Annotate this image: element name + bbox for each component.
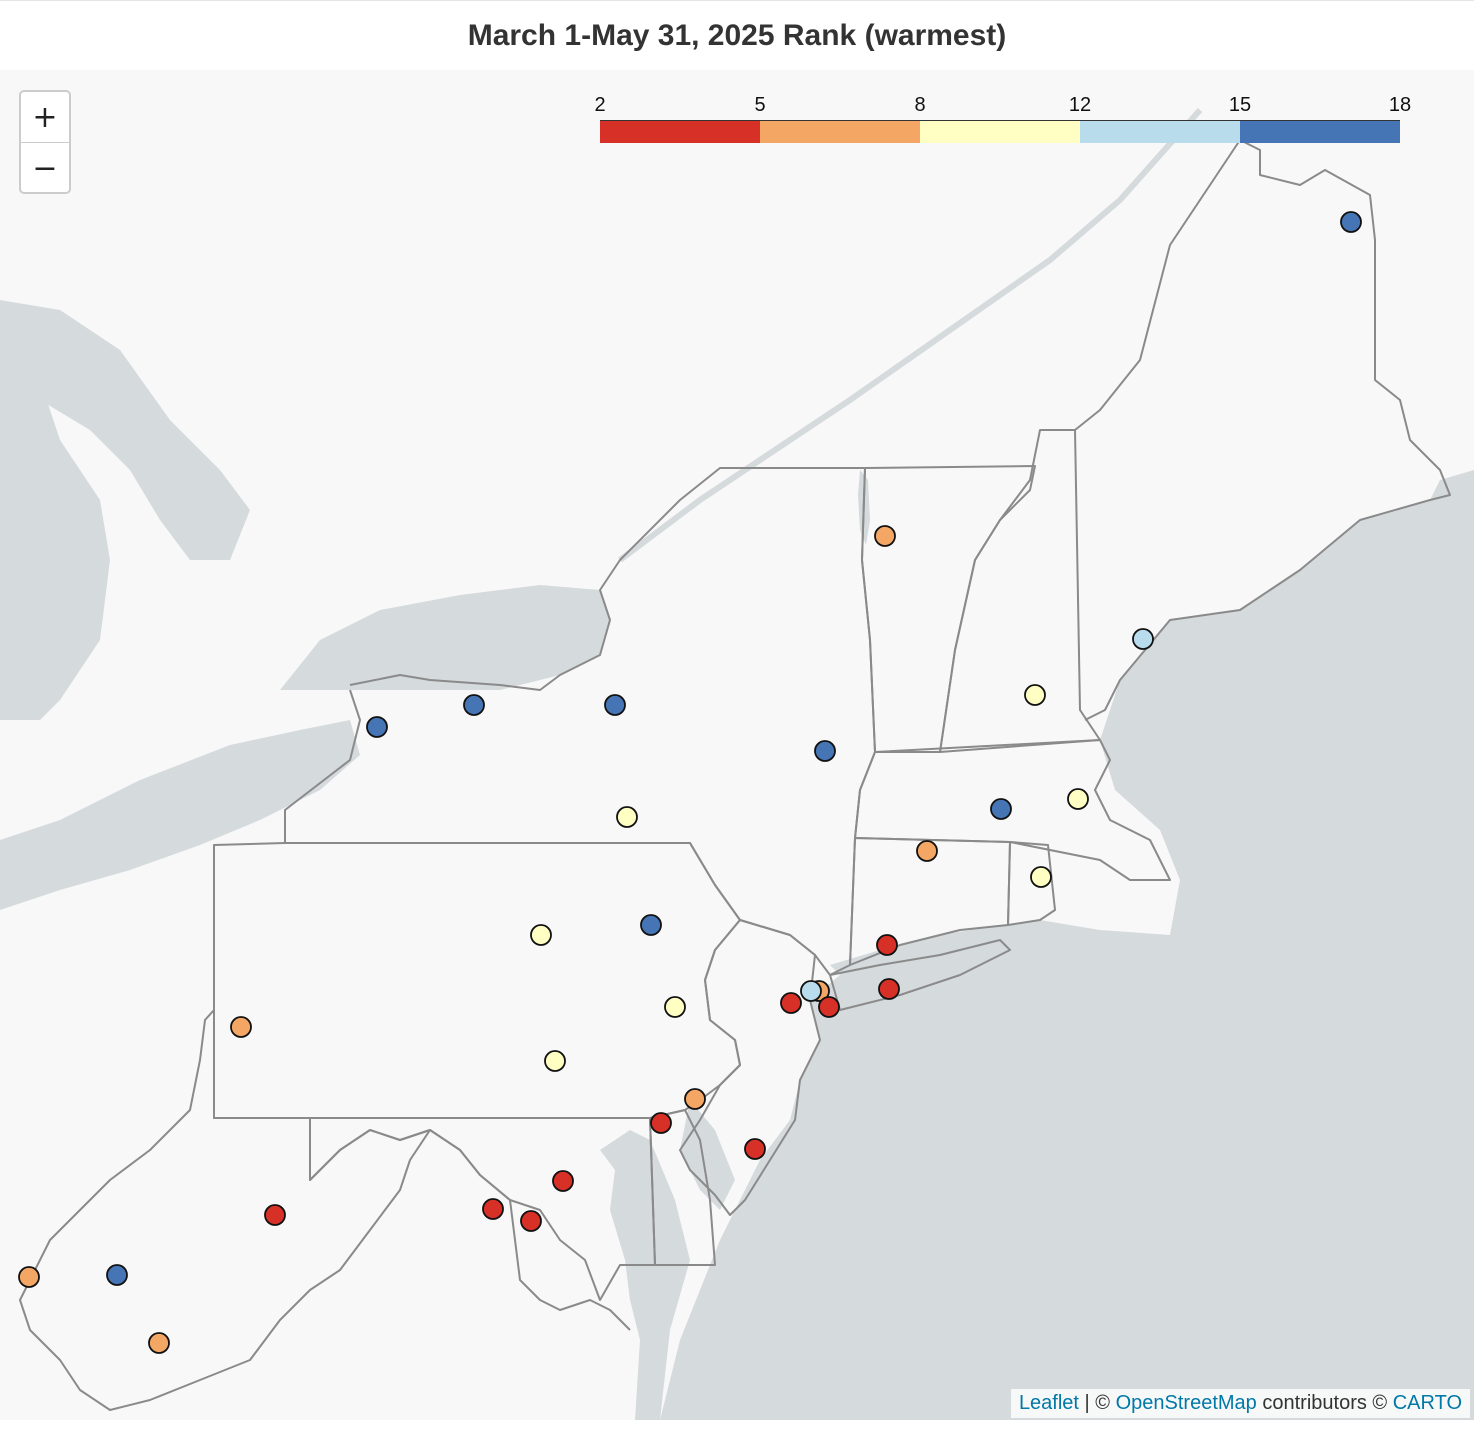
station-marker[interactable]	[1030, 866, 1052, 888]
virginia-border	[429, 1129, 631, 1331]
station-marker[interactable]	[148, 1332, 170, 1354]
station-marker[interactable]	[874, 525, 896, 547]
station-marker[interactable]	[1024, 684, 1046, 706]
rhode-island-border	[1007, 841, 1056, 926]
zoom-in-button[interactable]: +	[21, 92, 69, 143]
attribution-contributors: contributors ©	[1256, 1392, 1393, 1414]
map-container[interactable]: + − 2 5 8 12 15 18 Leaflet | © OpenStree…	[0, 70, 1474, 1420]
station-marker[interactable]	[18, 1266, 40, 1288]
long-island-sound	[830, 920, 1040, 975]
station-marker[interactable]	[814, 740, 836, 762]
chesapeake-bay	[600, 1130, 690, 1420]
station-marker[interactable]	[744, 1138, 766, 1160]
station-marker[interactable]	[878, 978, 900, 1000]
station-marker[interactable]	[916, 840, 938, 862]
legend-tick-5: 5	[754, 94, 766, 116]
rank-legend: 2 5 8 12 15 18	[594, 90, 1411, 146]
legend-swatch-12-15	[1080, 121, 1240, 143]
leaflet-link[interactable]: Leaflet	[1018, 1392, 1079, 1414]
station-marker[interactable]	[800, 980, 822, 1002]
station-marker[interactable]	[604, 694, 626, 716]
station-marker[interactable]	[664, 996, 686, 1018]
station-marker[interactable]	[1132, 628, 1154, 650]
legend-tick-8: 8	[914, 94, 926, 116]
zoom-out-button[interactable]: −	[32, 150, 58, 186]
legend-tick-15: 15	[1228, 94, 1252, 116]
state-borders	[19, 139, 1451, 1411]
carto-link[interactable]: CARTO	[1392, 1392, 1462, 1414]
lake-huron	[0, 300, 250, 560]
maine-border	[1074, 139, 1451, 721]
long-island-border	[829, 939, 1011, 1011]
lake-ontario	[280, 585, 610, 690]
station-marker[interactable]	[818, 996, 840, 1018]
station-marker[interactable]	[552, 1170, 574, 1192]
legend-tick-12: 12	[1068, 94, 1092, 116]
attribution-separator: | ©	[1079, 1392, 1116, 1414]
station-marker[interactable]	[1067, 788, 1089, 810]
lake-michigan	[0, 360, 110, 720]
station-marker[interactable]	[650, 1112, 672, 1134]
legend-tick-2: 2	[594, 94, 606, 116]
station-marker[interactable]	[520, 1210, 542, 1232]
st-lawrence-river	[618, 108, 1203, 563]
station-marker[interactable]	[1340, 211, 1362, 233]
station-marker[interactable]	[366, 716, 388, 738]
legend-color-bar	[600, 120, 1400, 143]
station-markers[interactable]	[0, 70, 1474, 1420]
station-marker[interactable]	[990, 798, 1012, 820]
station-marker[interactable]	[544, 1050, 566, 1072]
map-attribution: Leaflet | © OpenStreetMap contributors ©…	[1010, 1389, 1470, 1418]
west-virginia-border	[19, 1009, 431, 1411]
legend-swatch-5-8	[760, 121, 920, 143]
legend-swatch-8-12	[920, 121, 1080, 143]
station-marker[interactable]	[640, 914, 662, 936]
basemap[interactable]	[0, 70, 1474, 1420]
atlantic-ocean	[660, 470, 1474, 1420]
station-marker[interactable]	[876, 934, 898, 956]
station-marker[interactable]	[616, 806, 638, 828]
station-marker[interactable]	[106, 1264, 128, 1286]
station-marker[interactable]	[530, 924, 552, 946]
station-marker[interactable]	[230, 1016, 252, 1038]
station-marker[interactable]	[780, 992, 802, 1014]
zoom-control[interactable]: + −	[19, 90, 71, 194]
station-marker[interactable]	[482, 1198, 504, 1220]
new-jersey-border	[679, 919, 821, 1216]
legend-tick-18: 18	[1388, 94, 1412, 116]
station-marker[interactable]	[684, 1088, 706, 1110]
lake-erie	[0, 720, 360, 910]
legend-swatch-15-18	[1240, 121, 1400, 143]
station-marker[interactable]	[264, 1204, 286, 1226]
map-title: March 1-May 31, 2025 Rank (warmest)	[0, 0, 1474, 70]
legend-swatch-2-5	[600, 121, 760, 143]
osm-link[interactable]: OpenStreetMap	[1115, 1392, 1257, 1414]
station-marker[interactable]	[463, 694, 485, 716]
